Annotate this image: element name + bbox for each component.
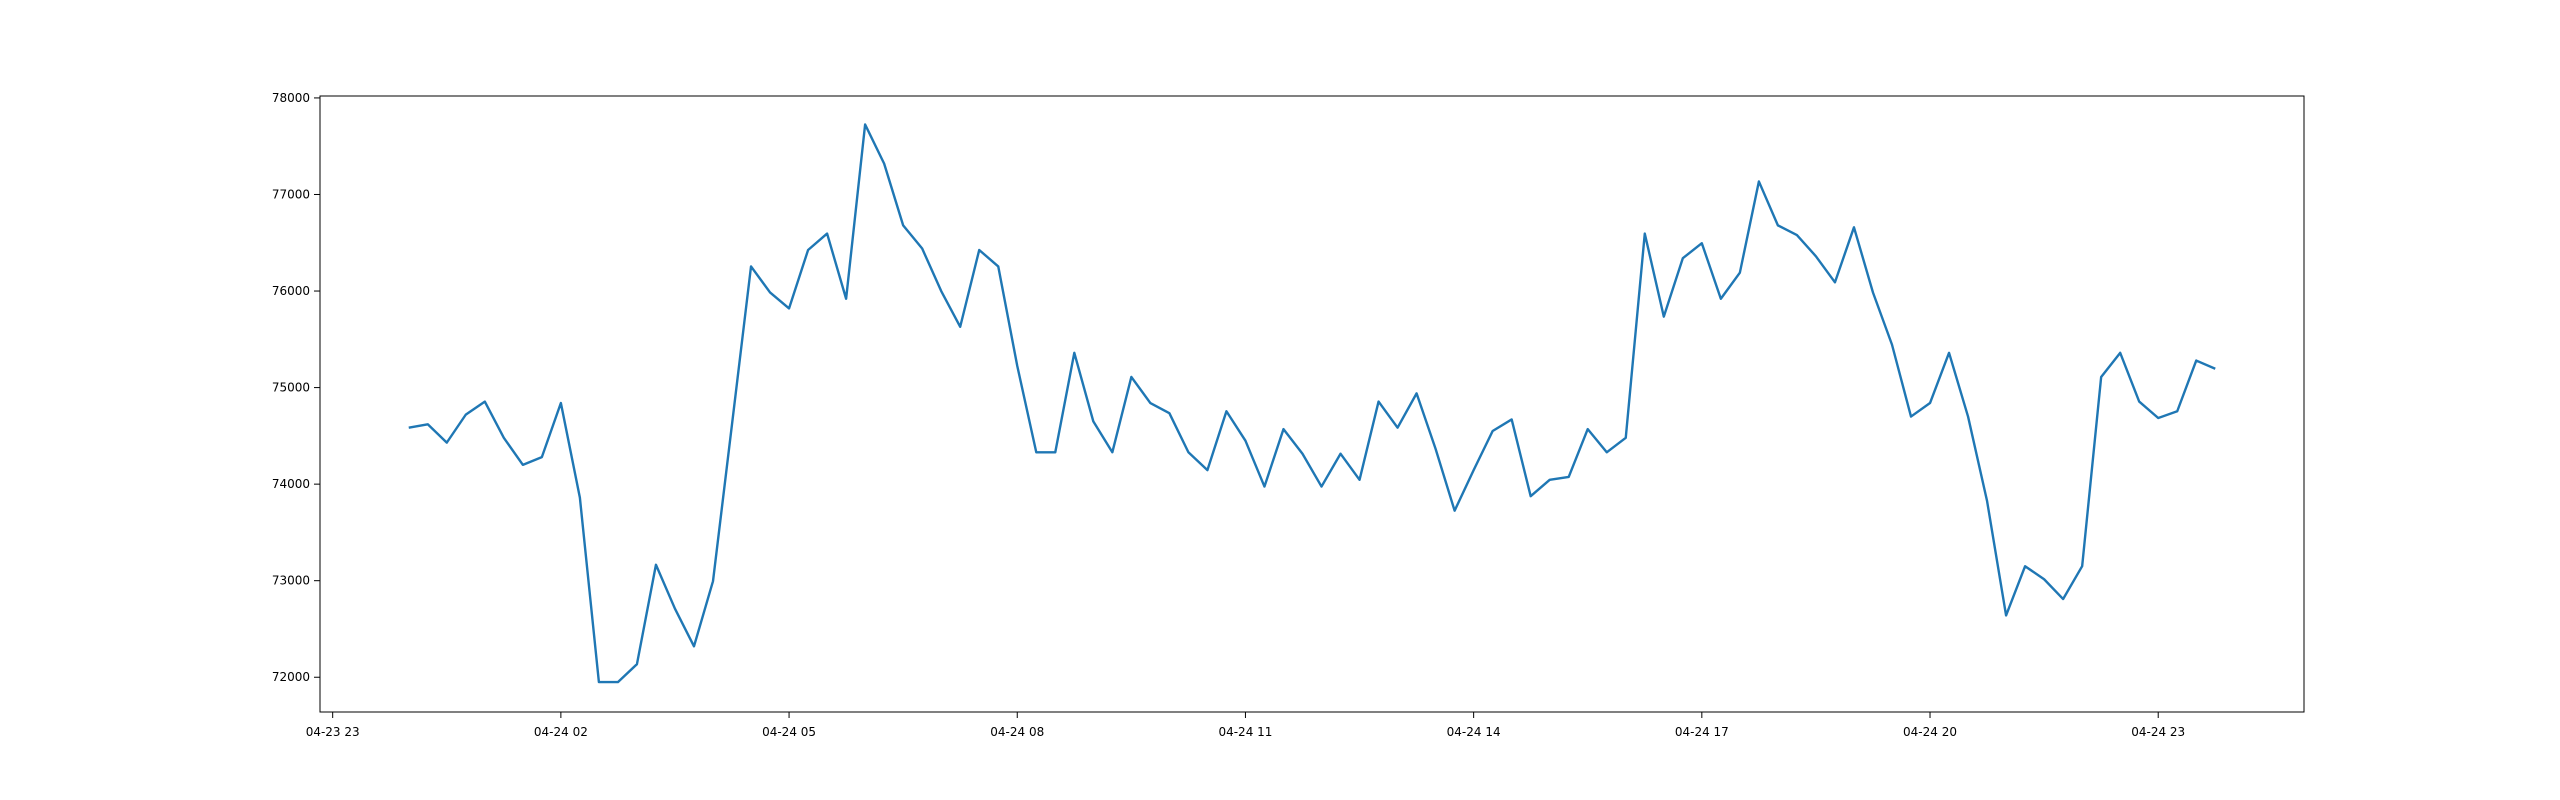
- y-tick-label: 76000: [272, 284, 310, 298]
- y-tick-label: 78000: [272, 91, 310, 105]
- y-tick-label: 75000: [272, 381, 310, 395]
- x-tick-label: 04-24 20: [1903, 725, 1957, 739]
- x-tick-label: 04-24 02: [534, 725, 588, 739]
- line-series: [408, 123, 2216, 684]
- x-tick-label: 04-24 14: [1447, 725, 1501, 739]
- y-tick-label: 72000: [272, 670, 310, 684]
- x-tick-label: 04-24 17: [1675, 725, 1729, 739]
- y-tick-label: 77000: [272, 187, 310, 201]
- axes-frame: [319, 95, 2305, 713]
- x-tick-label: 04-24 23: [2131, 725, 2185, 739]
- y-tick-label: 74000: [272, 477, 310, 491]
- x-tick-label: 04-24 05: [762, 725, 816, 739]
- x-tick-label: 04-23 23: [306, 725, 360, 739]
- x-tick-label: 04-24 11: [1218, 725, 1272, 739]
- x-tick-label: 04-24 08: [990, 725, 1044, 739]
- y-tick-label: 73000: [272, 574, 310, 588]
